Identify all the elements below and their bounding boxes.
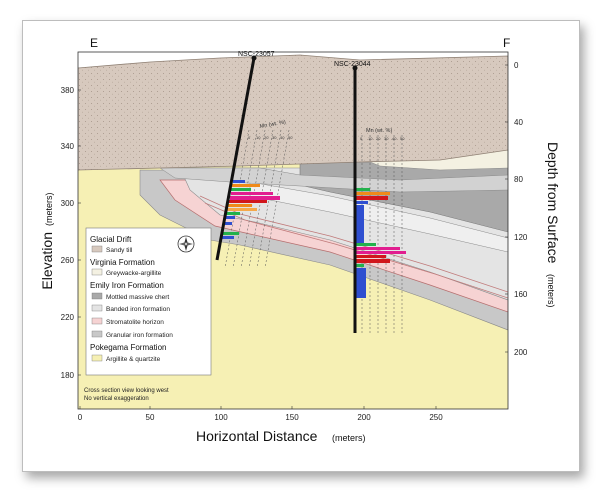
depth-tick-160: 160 (514, 290, 528, 299)
depth-axis-unit: (meters) (546, 274, 556, 308)
dist-tick-50: 50 (146, 413, 155, 422)
legend-item-greywacke: Greywacke-argillite (106, 270, 162, 277)
note-view-direction: Cross section view looking west (84, 388, 169, 394)
svg-text:40: 40 (392, 136, 397, 141)
svg-text:0: 0 (360, 136, 363, 141)
mn-scale-23057: 0 10 20 30 40 50 (248, 135, 293, 140)
elev-tick-260: 260 (61, 256, 75, 265)
borehole-label-nsc-23057: NSC-23057 (238, 51, 275, 58)
distance-axis-unit: (meters) (332, 433, 366, 443)
svg-text:10: 10 (256, 135, 261, 140)
mn-label-23044: Mn (wt. %) (366, 128, 392, 134)
depth-tick-200: 200 (514, 348, 528, 357)
note-exaggeration: No vertical exaggeration (84, 396, 149, 402)
borehole-label-nsc-23044: NSC-23044 (334, 61, 371, 68)
legend: Glacial Drift Sandy till Virginia Format… (85, 227, 212, 376)
dist-tick-200: 200 (357, 413, 371, 422)
mn-bars-23057 (222, 180, 280, 239)
legend-item-mottled-chert: Mottled massive chert (106, 294, 169, 301)
compass-rose-icon (177, 235, 195, 253)
svg-text:0: 0 (248, 135, 251, 140)
depth-tick-120: 120 (514, 233, 528, 242)
depth-tick-80: 80 (514, 175, 523, 184)
legend-group-virginia: Virginia Formation (90, 258, 155, 267)
elevation-tick-labels: 380 340 300 260 220 180 (61, 86, 75, 380)
legend-group-pokegama: Pokegama Formation (90, 343, 166, 352)
legend-item-argillite: Argillite & quartzite (106, 356, 161, 363)
depth-tick-labels: 0 40 80 120 160 200 (514, 61, 528, 357)
dist-tick-150: 150 (285, 413, 299, 422)
legend-item-stromatolite: Stromatolite horizon (106, 319, 164, 326)
elev-tick-180: 180 (61, 371, 75, 380)
depth-axis-label: Depth from Surface (545, 142, 561, 264)
svg-text:40: 40 (280, 135, 285, 140)
mn-guides-23057 (224, 129, 290, 269)
svg-text:20: 20 (264, 135, 269, 140)
mn-label-23057: Mn (wt. %) (259, 119, 286, 130)
depth-tick-0: 0 (514, 61, 519, 70)
elev-tick-340: 340 (61, 142, 75, 151)
svg-text:30: 30 (272, 135, 277, 140)
mn-bars-23044 (356, 188, 406, 298)
dist-tick-100: 100 (214, 413, 228, 422)
svg-text:50: 50 (288, 135, 293, 140)
legend-item-sandy-till: Sandy till (106, 247, 133, 254)
svg-text:10: 10 (368, 136, 373, 141)
glacial-drift-sandy-till (78, 54, 508, 171)
elev-tick-380: 380 (61, 86, 75, 95)
depth-tick-40: 40 (514, 118, 523, 127)
section-end-e: E (90, 36, 98, 50)
legend-group-emily: Emily Iron Formation (90, 281, 164, 290)
elevation-axis-label: Elevation (39, 232, 55, 290)
dist-tick-0: 0 (78, 413, 83, 422)
borehole-nsc-23057 (215, 57, 256, 261)
distance-tick-labels: 0 50 100 150 200 250 (78, 413, 443, 422)
mn-scale-23044: 0 10 20 30 40 50 (360, 136, 405, 141)
elev-tick-220: 220 (61, 313, 75, 322)
svg-text:30: 30 (384, 136, 389, 141)
section-end-f: F (503, 36, 510, 50)
dist-tick-250: 250 (429, 413, 443, 422)
legend-group-glacial-drift: Glacial Drift (90, 235, 132, 244)
legend-item-granular-iron: Granular iron formation (106, 332, 173, 339)
elev-tick-300: 300 (61, 199, 75, 208)
distance-axis-label: Horizontal Distance (196, 428, 318, 444)
svg-text:50: 50 (400, 136, 405, 141)
svg-text:20: 20 (376, 136, 381, 141)
legend-item-banded-iron: Banded iron formation (106, 306, 170, 313)
elevation-axis-unit: (meters) (44, 192, 54, 226)
